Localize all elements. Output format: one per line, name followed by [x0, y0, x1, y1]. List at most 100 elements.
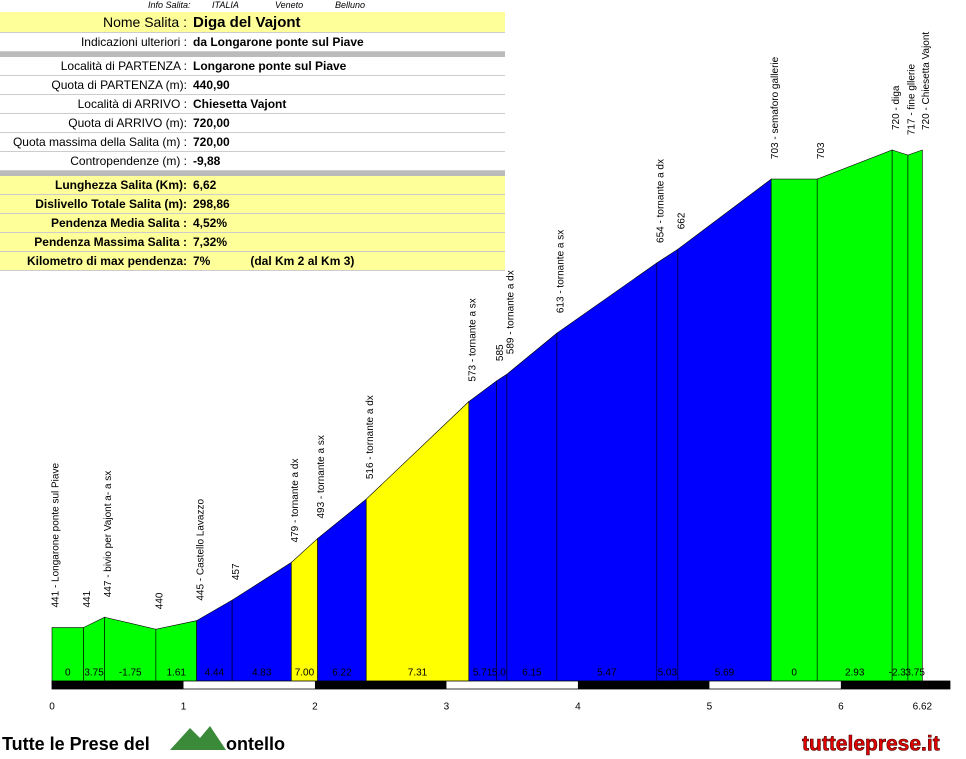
point-label: 717 - fine gllerie — [907, 64, 918, 136]
gradient-label: 3.75 — [84, 668, 104, 679]
info-value: 7% — [193, 254, 211, 268]
point-label: 441 - Longarone ponte sul Piave — [51, 463, 62, 608]
point-label: 440 — [155, 592, 166, 609]
profile-segment — [496, 373, 508, 685]
info-label: Contropendenze (m) : — [70, 154, 187, 168]
gradient-label: 6.15 — [522, 668, 542, 679]
gradient-label: 7.00 — [295, 668, 315, 679]
brand-mountain — [170, 726, 226, 750]
x-tick-label: 6.62 — [913, 702, 933, 713]
info-label: Nome Salita : — [102, 14, 187, 30]
info-row: Quota di ARRIVO (m): 720,00 — [0, 114, 505, 133]
point-label: 703 - semaforo gallerie — [770, 56, 781, 159]
info-label: Pendenza Massima Salita : — [34, 235, 187, 249]
info-row: Quota massima della Salita (m) : 720,00 — [0, 133, 505, 152]
gradient-label: 3.75 — [905, 668, 925, 679]
profile-segment — [468, 380, 497, 685]
info-header-item: Belluno — [335, 0, 366, 10]
separator — [0, 171, 505, 176]
info-extra: (dal Km 2 al Km 3) — [250, 254, 355, 268]
gradient-label: -1.75 — [119, 668, 142, 679]
point-label: 720 - Chiesetta Vajont — [921, 32, 932, 130]
point-label: 457 — [231, 563, 242, 580]
info-label: Indicazioni ulteriori : — [80, 35, 187, 49]
km-bar-block — [577, 681, 710, 689]
profile-segment — [556, 262, 658, 685]
separator — [0, 52, 505, 57]
gradient-label: 5.69 — [715, 668, 735, 679]
point-label: 585 — [495, 344, 506, 361]
info-label: Quota massima della Salita (m) : — [12, 135, 187, 149]
gradient-label: 5.00 — [492, 668, 512, 679]
km-bar-block — [840, 681, 950, 689]
point-label: 662 — [676, 212, 687, 229]
info-value: 6,62 — [193, 178, 217, 192]
x-tick-label: 6 — [838, 702, 844, 713]
info-value: Longarone ponte sul Piave — [193, 59, 347, 73]
gradient-label: 5.71 — [473, 668, 493, 679]
info-row: Località di ARRIVO : Chiesetta Vajont — [0, 95, 505, 114]
km-bar-block — [314, 681, 447, 689]
profile-segment — [677, 178, 772, 685]
x-tick-label: 1 — [181, 702, 187, 713]
info-label: Kilometro di max pendenza: — [26, 254, 187, 268]
point-label: 479 - tornante a dx — [290, 459, 301, 543]
point-label: 445 - Castello Lavazzo — [195, 499, 206, 601]
info-label: Pendenza Media Salita : — [50, 216, 187, 230]
info-row: Indicazioni ulteriori : da Longarone pont… — [0, 33, 505, 52]
point-label: 720 - diga — [891, 85, 902, 130]
info-label: Lunghezza Salita (Km): — [54, 178, 187, 192]
x-tick-label: 4 — [575, 702, 581, 713]
info-label: Quota di PARTENZA (m): — [51, 78, 187, 92]
info-value: 298,86 — [193, 197, 230, 211]
info-value: 4,52% — [193, 216, 228, 230]
info-value: 720,00 — [193, 116, 230, 130]
profile-segment — [506, 332, 558, 685]
info-header: Info Salita: ITALIA Veneto Belluno — [0, 0, 505, 12]
info-label: Località di PARTENZA : — [60, 59, 187, 73]
x-tick-label: 5 — [707, 702, 713, 713]
profile-segment — [656, 248, 679, 685]
brand-end: ontello — [226, 734, 285, 754]
point-label: 573 - tornante a sx — [467, 298, 478, 381]
info-value: 440,90 — [193, 78, 230, 92]
point-label: 493 - tornante a sx — [316, 435, 327, 518]
info-value: Chiesetta Vajont — [193, 97, 287, 111]
point-label: 613 - tornante a sx — [556, 230, 567, 313]
gradient-label: 5.03 — [658, 668, 678, 679]
info-row: Pendenza Massima Salita : 7,32% — [0, 233, 505, 252]
gradient-label: 2.93 — [845, 668, 865, 679]
gradient-label: 0 — [791, 668, 797, 679]
info-row: Dislivello Totale Salita (m): 298,86 — [0, 195, 505, 214]
x-tick-label: 2 — [312, 702, 318, 713]
brand: Tutte le Prese del — [2, 734, 150, 754]
footer: Tutte le Prese del ontello tutteleprese.… — [2, 726, 940, 756]
gradient-label: 4.83 — [252, 668, 272, 679]
point-label: 441 — [82, 590, 93, 607]
gradient-label: 7.31 — [408, 668, 428, 679]
info-value: Diga del Vajont — [193, 13, 301, 31]
profile-segment — [365, 400, 470, 685]
info-row: Località di PARTENZA : Longarone ponte su… — [0, 57, 505, 76]
profile-segment — [816, 149, 893, 685]
info-value: -9,88 — [193, 154, 221, 168]
point-label: 447 - bivio per Vajont a- a sx — [103, 471, 114, 598]
info-label: Località di ARRIVO : — [77, 97, 187, 111]
km-bar — [51, 680, 951, 690]
point-label: 654 - tornante a dx — [655, 159, 666, 243]
info-label: Quota di ARRIVO (m): — [68, 116, 187, 130]
gradient-label: 5.47 — [597, 668, 617, 679]
profile-segment — [317, 498, 367, 685]
info-value: 720,00 — [193, 135, 230, 149]
point-label: 516 - tornante a dx — [365, 395, 376, 479]
info-row: Quota di PARTENZA (m): 440,90 — [0, 76, 505, 95]
info-value: da Longarone ponte sul Piave — [193, 35, 364, 49]
info-header-item: Veneto — [275, 0, 304, 10]
gradient-label: 0 — [65, 668, 71, 679]
info-header-item: Info Salita: — [148, 0, 191, 10]
point-label: 703 — [816, 142, 827, 159]
gradient-label: 6.22 — [332, 668, 352, 679]
profile-segment — [891, 149, 909, 685]
